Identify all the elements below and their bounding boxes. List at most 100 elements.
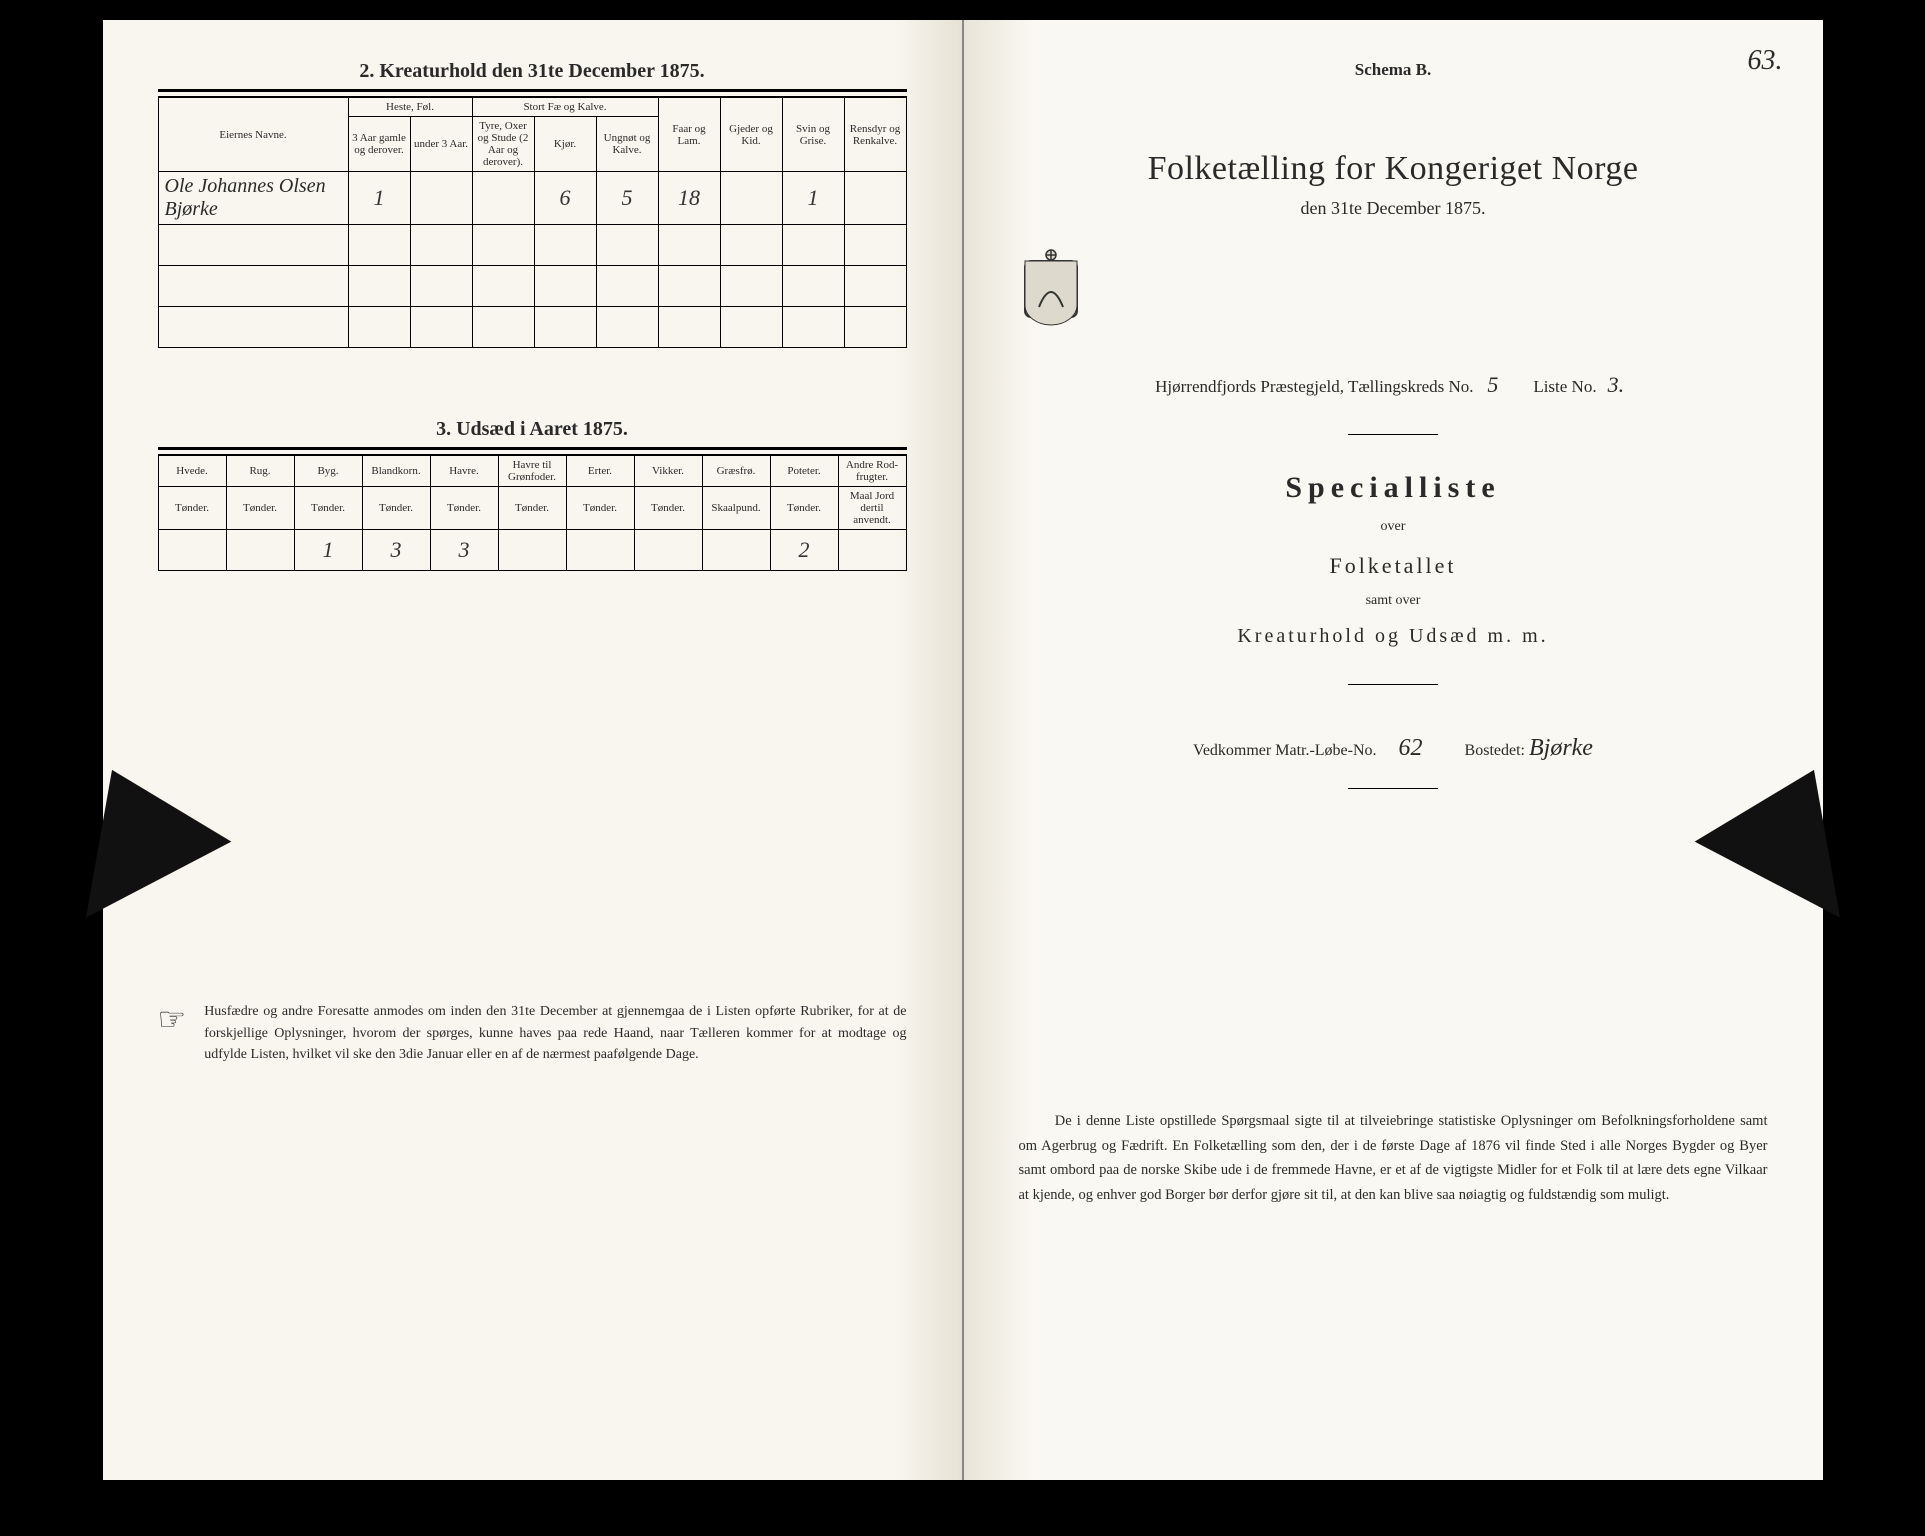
schema-label: Schema B. [1019, 60, 1768, 80]
cell [158, 530, 226, 571]
cell [596, 307, 658, 348]
cell [702, 530, 770, 571]
th-unit: Tønder. [226, 487, 294, 530]
cell [782, 266, 844, 307]
over-label: over [1019, 519, 1768, 535]
th-c2: Kjør. [534, 117, 596, 172]
liste-no: 3. [1601, 372, 1631, 398]
th-cattle: Stort Fæ og Kalve. [472, 98, 658, 117]
cell [782, 307, 844, 348]
main-date: den 31te December 1875. [1019, 198, 1768, 219]
th-unit: Tønder. [770, 487, 838, 530]
rule [1348, 684, 1438, 685]
th-unit: Tønder. [158, 487, 226, 530]
cell [472, 172, 534, 225]
th: Byg. [294, 456, 362, 487]
th-pigs: Svin og Grise. [782, 98, 844, 172]
kreaturhold-label: Kreaturhold og Udsæd m. m. [1019, 625, 1768, 648]
cell [348, 225, 410, 266]
th-sheep: Faar og Lam. [658, 98, 720, 172]
cell [410, 225, 472, 266]
cell: 2 [770, 530, 838, 571]
table-row [158, 225, 906, 266]
matr-line: Vedkommer Matr.-Løbe-No. 62 Bostedet: Bj… [1019, 735, 1768, 762]
th-unit: Tønder. [430, 487, 498, 530]
cell [658, 266, 720, 307]
th-unit: Tønder. [634, 487, 702, 530]
seed-header-row: Hvede. Rug. Byg. Blandkorn. Havre. Havre… [158, 456, 906, 487]
cell [410, 266, 472, 307]
bosted-value: Bjørke [1529, 735, 1593, 762]
rule [1348, 788, 1438, 789]
th-c1: Tyre, Oxer og Stude (2 Aar og derover). [472, 117, 534, 172]
cell [534, 307, 596, 348]
cell [720, 266, 782, 307]
cell [348, 266, 410, 307]
cell: 1 [294, 530, 362, 571]
cell-owner [158, 225, 348, 266]
footer-note-block: ☞ Husfædre og andre Foresatte anmodes om… [158, 1001, 907, 1066]
bottom-paragraph: De i denne Liste opstillede Spørgsmaal s… [1019, 1109, 1768, 1208]
cell [634, 530, 702, 571]
bosted-prefix: Bostedet: [1465, 742, 1525, 759]
cell [658, 307, 720, 348]
th: Hvede. [158, 456, 226, 487]
seed-unit-row: Tønder. Tønder. Tønder. Tønder. Tønder. … [158, 487, 906, 530]
cell: 1 [782, 172, 844, 225]
cell [596, 266, 658, 307]
th: Havre. [430, 456, 498, 487]
left-page: 2. Kreaturhold den 31te December 1875. E… [103, 20, 963, 1480]
rule [1348, 434, 1438, 435]
book-spread: 2. Kreaturhold den 31te December 1875. E… [0, 0, 1925, 1536]
cell-owner: Ole Johannes Olsen Bjørke [158, 172, 348, 225]
page-spread: 2. Kreaturhold den 31te December 1875. E… [103, 20, 1823, 1480]
cell [226, 530, 294, 571]
table-row [158, 307, 906, 348]
seed-table: Hvede. Rug. Byg. Blandkorn. Havre. Havre… [158, 455, 907, 571]
cell: 3 [430, 530, 498, 571]
th-unit: Tønder. [566, 487, 634, 530]
samt-label: samt over [1019, 593, 1768, 609]
cell [720, 225, 782, 266]
th-goats: Gjeder og Kid. [720, 98, 782, 172]
kreds-no: 5 [1478, 372, 1508, 398]
coat-of-arms-icon [1019, 247, 1083, 327]
cell [410, 172, 472, 225]
cell: 1 [348, 172, 410, 225]
th: Andre Rod-frugter. [838, 456, 906, 487]
th-horses: Heste, Føl. [348, 98, 472, 117]
rule [158, 447, 907, 455]
th-unit: Tønder. [498, 487, 566, 530]
table-row [158, 266, 906, 307]
th-unit: Skaalpund. [702, 487, 770, 530]
th-owner: Eiernes Navne. [158, 98, 348, 172]
folio-number: 63. [1748, 45, 1783, 77]
section2-title: 2. Kreaturhold den 31te December 1875. [158, 60, 907, 83]
cell [472, 307, 534, 348]
scanner-clip-right [1685, 770, 1839, 940]
th-unit: Maal Jord dertil anvendt. [838, 487, 906, 530]
cell: 5 [596, 172, 658, 225]
th-unit: Tønder. [362, 487, 430, 530]
table-row: Ole Johannes Olsen Bjørke 1 6 5 18 1 [158, 172, 906, 225]
th: Rug. [226, 456, 294, 487]
cell [534, 225, 596, 266]
th-h2: under 3 Aar. [410, 117, 472, 172]
cell [472, 225, 534, 266]
liste-prefix: Liste No. [1533, 377, 1596, 396]
cell [566, 530, 634, 571]
specialliste-title: Specialliste [1019, 471, 1768, 505]
section3-title: 3. Udsæd i Aaret 1875. [158, 418, 907, 441]
th: Blandkorn. [362, 456, 430, 487]
scanner-clip-left [85, 770, 239, 940]
th-h1: 3 Aar gamle og derover. [348, 117, 410, 172]
cell [844, 266, 906, 307]
cell [498, 530, 566, 571]
right-page: 63. Schema B. Folketælling for Kongerige… [963, 20, 1823, 1480]
cell [658, 225, 720, 266]
main-title: Folketælling for Kongeriget Norge [1019, 150, 1768, 188]
th-reindeer: Rensdyr og Renkalve. [844, 98, 906, 172]
parish-line: Hjørrendfjords Præstegjeld, Tællingskred… [1019, 372, 1768, 398]
th: Vikker. [634, 456, 702, 487]
cell: 3 [362, 530, 430, 571]
